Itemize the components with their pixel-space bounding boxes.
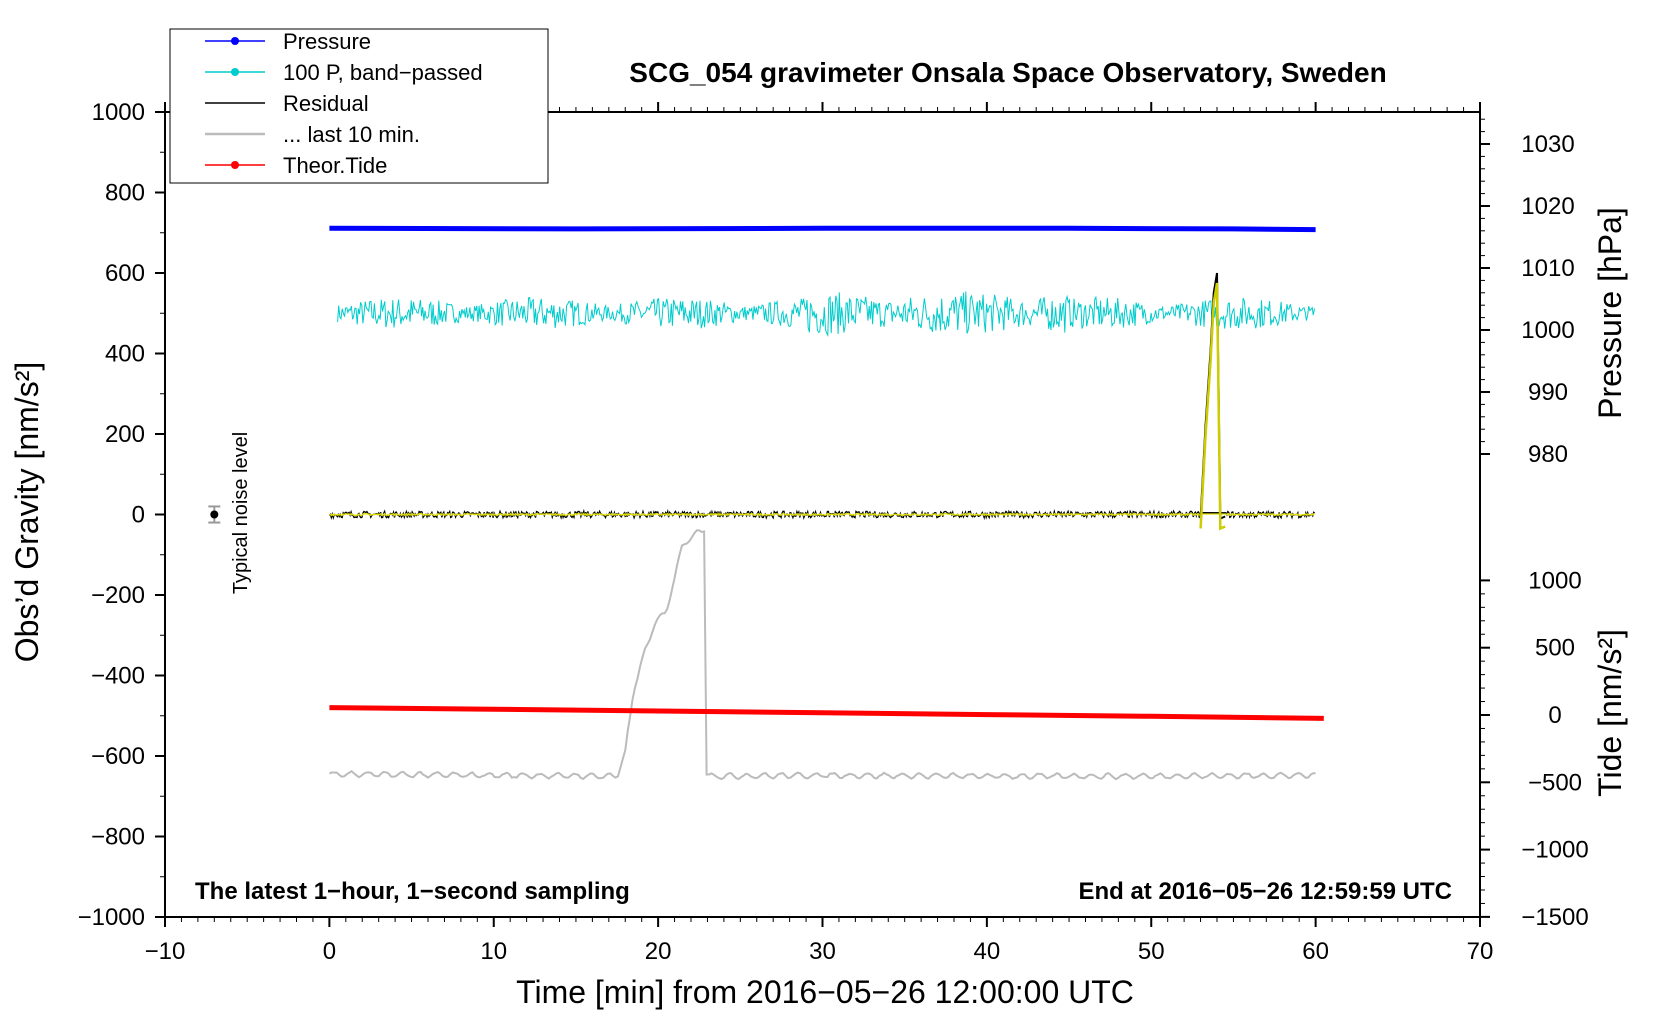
y-tick-label: 800 (105, 180, 145, 207)
residual-spike-smoothed (1199, 282, 1226, 531)
x-tick-label: 0 (323, 938, 336, 965)
legend-label: 100 P, band−passed (283, 60, 483, 85)
y-tick-label: 1000 (92, 99, 145, 126)
legend-marker (231, 37, 239, 45)
y-tick-label: 200 (105, 421, 145, 448)
legend-marker (231, 161, 239, 169)
series-bandpassed-pressure (337, 291, 1315, 337)
y-axis-title-tide: Tide [nm/s²] (1592, 629, 1628, 797)
legend-marker (231, 68, 239, 76)
legend-box (169, 28, 549, 184)
annotation-end-time: End at 2016−05−26 12:59:59 UTC (1078, 878, 1452, 905)
y-tick-label: 400 (105, 341, 145, 368)
legend-label: Pressure (283, 29, 371, 54)
y-tick-label: −600 (91, 743, 145, 770)
series-residual-smoothed (329, 512, 1315, 517)
series-theoretical-tide (329, 705, 1324, 721)
noise-level-label: Typical noise level (230, 432, 252, 594)
series-pressure (329, 225, 1316, 233)
y-tick-label: −800 (91, 824, 145, 851)
y-tick-label: −200 (91, 582, 145, 609)
x-tick-label: 50 (1138, 938, 1165, 965)
x-tick-label: 70 (1467, 938, 1494, 965)
x-tick-label: 10 (480, 938, 507, 965)
x-tick-label: 30 (809, 938, 836, 965)
legend: Pressure 100 P, band−passed Residual ... la… (169, 28, 549, 184)
y-axis-title-pressure: Pressure [hPa] (1592, 207, 1628, 419)
chart-title: SCG_054 gravimeter Onsala Space Observat… (629, 57, 1386, 88)
legend-label: ... last 10 min. (283, 122, 420, 147)
series-layer (208, 225, 1324, 781)
y-tick-label: −1000 (78, 904, 145, 931)
pressure-tick-label: 1030 (1521, 131, 1574, 158)
pressure-tick-label: 980 (1528, 441, 1568, 468)
annotation-sampling: The latest 1−hour, 1−second sampling (195, 878, 630, 905)
series-last-10-min (328, 529, 1316, 781)
pressure-tick-label: 1020 (1521, 193, 1574, 220)
tide-tick-label: 500 (1535, 635, 1575, 662)
pressure-tick-label: 990 (1528, 379, 1568, 406)
tide-tick-label: 1000 (1528, 567, 1581, 594)
y-axis-title-gravity: Obs’d Gravity [nm/s²] (9, 362, 45, 663)
x-axis-title: Time [min] from 2016−05−26 12:00:00 UTC (516, 974, 1134, 1010)
pressure-tick-label: 1010 (1521, 255, 1574, 282)
x-tick-label: 40 (974, 938, 1001, 965)
x-tick-label: −10 (145, 938, 186, 965)
y-tick-label: 600 (105, 260, 145, 287)
tide-tick-label: −1000 (1521, 837, 1588, 864)
legend-label: Residual (283, 91, 369, 116)
y-tick-label: 0 (132, 502, 145, 529)
pressure-tick-label: 1000 (1521, 317, 1574, 344)
x-tick-label: 20 (645, 938, 672, 965)
noise-level-point (210, 510, 219, 519)
ticks-layer: −10 0 10 20 30 40 50 60 7010008006004002000−200−… (78, 99, 1589, 965)
legend-label: Theor.Tide (283, 153, 387, 178)
x-tick-label: 60 (1302, 938, 1329, 965)
tide-tick-label: −500 (1528, 769, 1582, 796)
tide-tick-label: −1500 (1521, 904, 1588, 931)
y-tick-label: −400 (91, 663, 145, 690)
tide-tick-label: 0 (1548, 702, 1561, 729)
